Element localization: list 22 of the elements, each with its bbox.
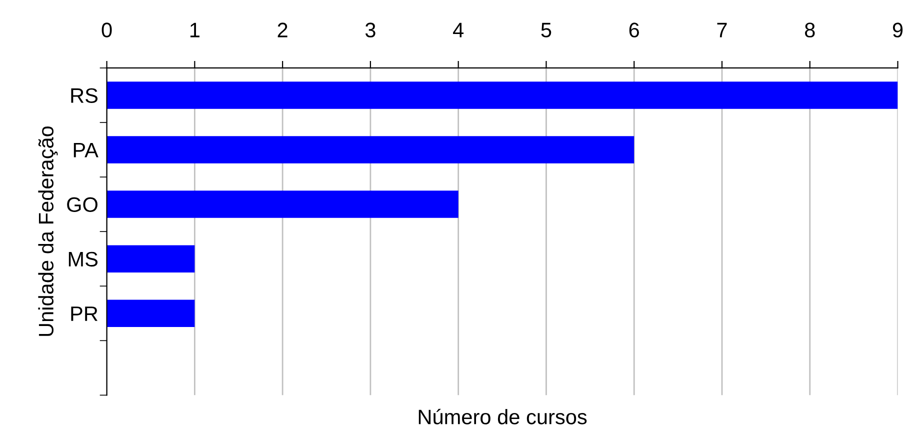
y-tick-label: MS <box>68 252 98 267</box>
x-tick-label: 5 <box>541 22 552 38</box>
x-tick-label: 0 <box>102 22 112 38</box>
x-tick-label: 4 <box>453 22 464 38</box>
x-tick-label: 8 <box>804 22 815 38</box>
bar <box>106 300 195 327</box>
x-tick-label: 7 <box>717 22 727 38</box>
x-tick-label: 2 <box>278 22 288 38</box>
x-tick-label: 1 <box>190 22 200 38</box>
x-tick-label: 9 <box>892 22 903 38</box>
y-axis-title: Unidade da Federação <box>38 126 58 336</box>
bar <box>106 136 634 164</box>
bar <box>106 82 898 109</box>
x-tick-label: 3 <box>365 22 376 38</box>
y-tick-label: RS <box>71 88 98 103</box>
y-tick-label: GO <box>67 197 98 212</box>
bar <box>106 245 195 272</box>
x-tick-label: 6 <box>629 22 639 38</box>
y-tick-label: PR <box>71 306 98 321</box>
x-axis-title: Número de cursos <box>418 408 587 424</box>
y-tick-label: PA <box>74 142 98 158</box>
bar <box>106 190 458 218</box>
